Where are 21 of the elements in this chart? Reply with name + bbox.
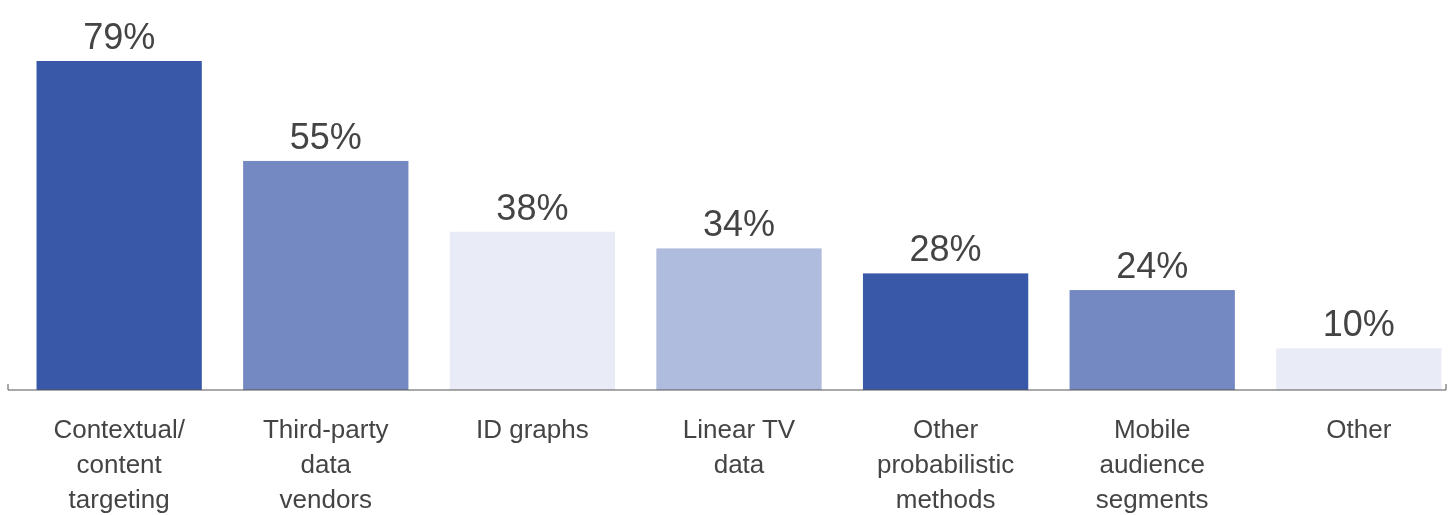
bar xyxy=(656,248,822,390)
x-tick-label: Third-party data vendors xyxy=(262,414,389,514)
data-label: 55% xyxy=(289,115,362,157)
data-label: 28% xyxy=(909,228,982,270)
x-tick-label: Contextual/content targeting xyxy=(53,414,186,514)
bar xyxy=(862,273,1029,390)
data-label: 34% xyxy=(702,203,776,245)
data-label: 24% xyxy=(1116,245,1189,287)
bar xyxy=(1069,290,1235,390)
bar xyxy=(1276,348,1442,390)
data-label: 79% xyxy=(83,16,156,57)
x-tick-label: Other xyxy=(1326,414,1392,444)
bar xyxy=(243,160,409,390)
bar xyxy=(449,231,616,390)
x-tick-label: Linear TV data xyxy=(682,414,796,479)
data-label: 10% xyxy=(1322,303,1395,345)
x-tick-label: Mobile audience segments xyxy=(1095,414,1209,514)
x-tick-label: Other probabilistic methods xyxy=(876,414,1015,514)
x-tick-label: ID graphs xyxy=(476,414,589,444)
data-label: 38% xyxy=(496,186,569,228)
bar xyxy=(36,61,202,390)
